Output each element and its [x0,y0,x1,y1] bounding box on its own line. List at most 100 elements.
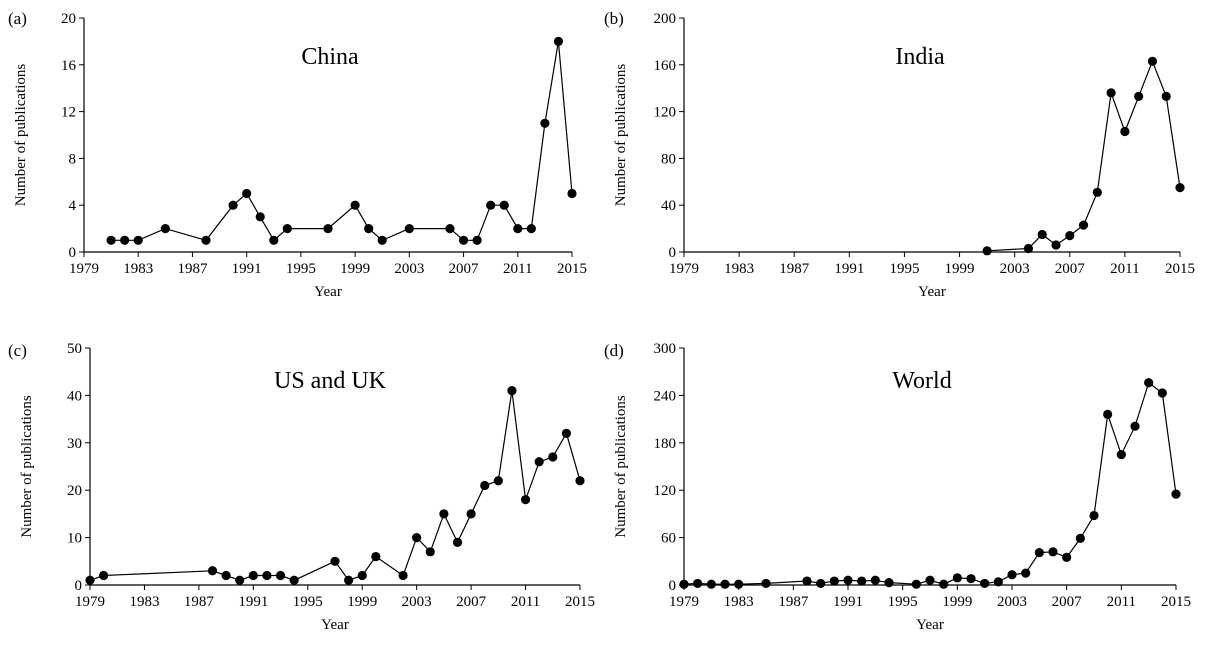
data-point [486,200,496,210]
data-point [398,570,408,581]
data-point [1130,421,1140,431]
x-tick-label: 1995 [888,594,918,610]
x-tick-label: 1983 [123,261,153,277]
y-axis-title: Number of publications [13,64,29,207]
data-point [1161,91,1171,101]
series-line [89,390,581,582]
x-tick-label: 1999 [340,261,370,277]
data-point [493,476,503,486]
data-point [513,224,523,234]
data-point [242,188,252,199]
y-tick-label: 0 [69,245,77,261]
x-tick-label: 1983 [724,261,754,277]
data-point [480,480,490,491]
chart-panel-3: 0 10 20 30 40 50 1979 1983 1987 1991 1995 1999 2003 2… [8,341,595,633]
y-tick-label: 8 [69,151,77,167]
y-tick-label: 180 [654,436,677,452]
x-axis-title: Year [314,284,342,300]
x-tick-label: 1987 [177,261,208,277]
chart-panel-2: 0 40 80 120 160 200 1979 1983 1987 1991 1995 1999 20… [604,9,1195,300]
data-point [262,570,272,581]
x-tick-label: 1999 [945,261,975,277]
x-tick-label: 2015 [1161,594,1191,610]
data-point [980,578,990,589]
data-point [289,575,299,585]
y-tick-label: 120 [654,105,677,121]
x-tick-label: 1983 [129,594,159,610]
data-point [412,533,422,543]
y-tick-label: 50 [67,341,82,357]
data-point [1034,548,1044,558]
y-tick-label: 40 [661,198,676,214]
data-point [1021,568,1031,578]
data-point [201,235,211,245]
y-tick-label: 20 [67,483,82,499]
data-point [160,224,170,234]
data-point [911,579,921,589]
x-tick-label: 1999 [347,594,377,610]
x-tick-label: 2011 [1107,594,1136,610]
data-point [1007,570,1017,580]
data-point [207,566,218,576]
panel-title: US and UK [274,368,387,394]
series-line [683,381,1177,585]
y-axis-title: Number of publications [613,64,629,207]
chart-panel-4: 0 60 120 180 240 300 1979 1983 1987 1991 1995 1999 2… [604,341,1191,633]
y-tick-label: 80 [661,151,676,167]
data-point [526,224,536,234]
data-point [802,576,812,586]
data-point [816,578,826,589]
data-point [1103,409,1113,419]
data-point [377,235,387,245]
data-point [344,575,354,585]
data-point [235,575,245,585]
y-tick-label: 10 [67,531,82,547]
x-tick-label: 1979 [75,594,105,610]
y-axis-title: Number of publications [19,395,35,538]
x-tick-label: 1979 [669,594,699,610]
data-point [404,224,414,234]
y-tick-label: 200 [654,11,677,27]
data-point [843,575,853,585]
data-point [1171,489,1181,499]
data-point [221,570,231,581]
data-point [1048,547,1058,557]
x-tick-label: 2007 [1052,594,1083,610]
y-tick-label: 0 [669,578,677,594]
data-point [452,537,463,547]
y-tick-label: 12 [61,105,76,121]
data-point [829,576,839,586]
y-tick-label: 16 [61,58,77,74]
x-tick-label: 1991 [833,594,863,610]
x-tick-label: 2011 [511,594,540,610]
data-point [439,509,449,519]
data-point [561,428,571,438]
series-line [111,41,573,242]
data-point [323,224,333,234]
panel-label: (c) [8,341,27,360]
data-point [269,235,279,245]
data-point [1023,243,1034,254]
data-point [925,575,935,585]
x-tick-label: 2007 [449,261,480,277]
data-point [458,235,469,245]
y-tick-label: 0 [75,578,83,594]
data-point [1037,229,1047,240]
x-tick-label: 1995 [293,594,323,610]
y-tick-label: 40 [67,388,82,404]
data-point [1147,56,1158,66]
data-point [499,200,509,210]
y-tick-label: 300 [654,341,677,357]
data-point [275,570,286,581]
data-point [567,188,577,199]
y-tick-label: 20 [61,11,76,27]
data-point [1106,88,1116,98]
data-point [507,386,517,396]
x-tick-label: 2003 [1000,261,1030,277]
x-tick-label: 1979 [669,261,699,277]
data-point [1062,552,1072,562]
data-point [720,579,730,589]
data-point [350,200,360,210]
data-point [85,575,95,585]
data-point [1075,533,1085,543]
